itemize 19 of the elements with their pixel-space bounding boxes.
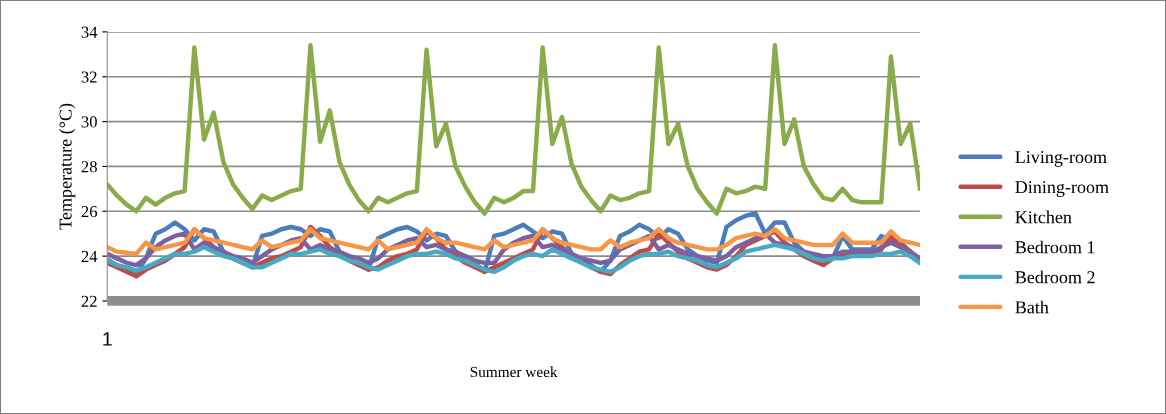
y-tick-label: 22 [81,295,97,307]
legend-label: Kitchen [1015,210,1072,224]
y-tick-label: 32 [81,71,97,83]
y-axis-title: Temperature (°C) [58,103,76,230]
y-tick-label: 34 [81,26,98,38]
legend-label: Bedroom 2 [1015,270,1095,284]
x-axis-title: Summer week [470,366,558,378]
y-tick-label: 30 [81,116,97,128]
y-tick-label: 24 [81,250,98,262]
legend-label: Bedroom 1 [1015,240,1095,254]
legend-label: Living-room [1015,151,1107,167]
x-tick-label: 1 [103,332,112,346]
line-series [107,43,920,216]
y-tick-label: 28 [81,161,97,173]
y-tick-label: 26 [81,206,98,218]
legend-label: Bath [1015,300,1049,314]
line-series [107,227,920,257]
legend-label: Dining-room [1015,181,1109,197]
line-series [107,242,920,275]
